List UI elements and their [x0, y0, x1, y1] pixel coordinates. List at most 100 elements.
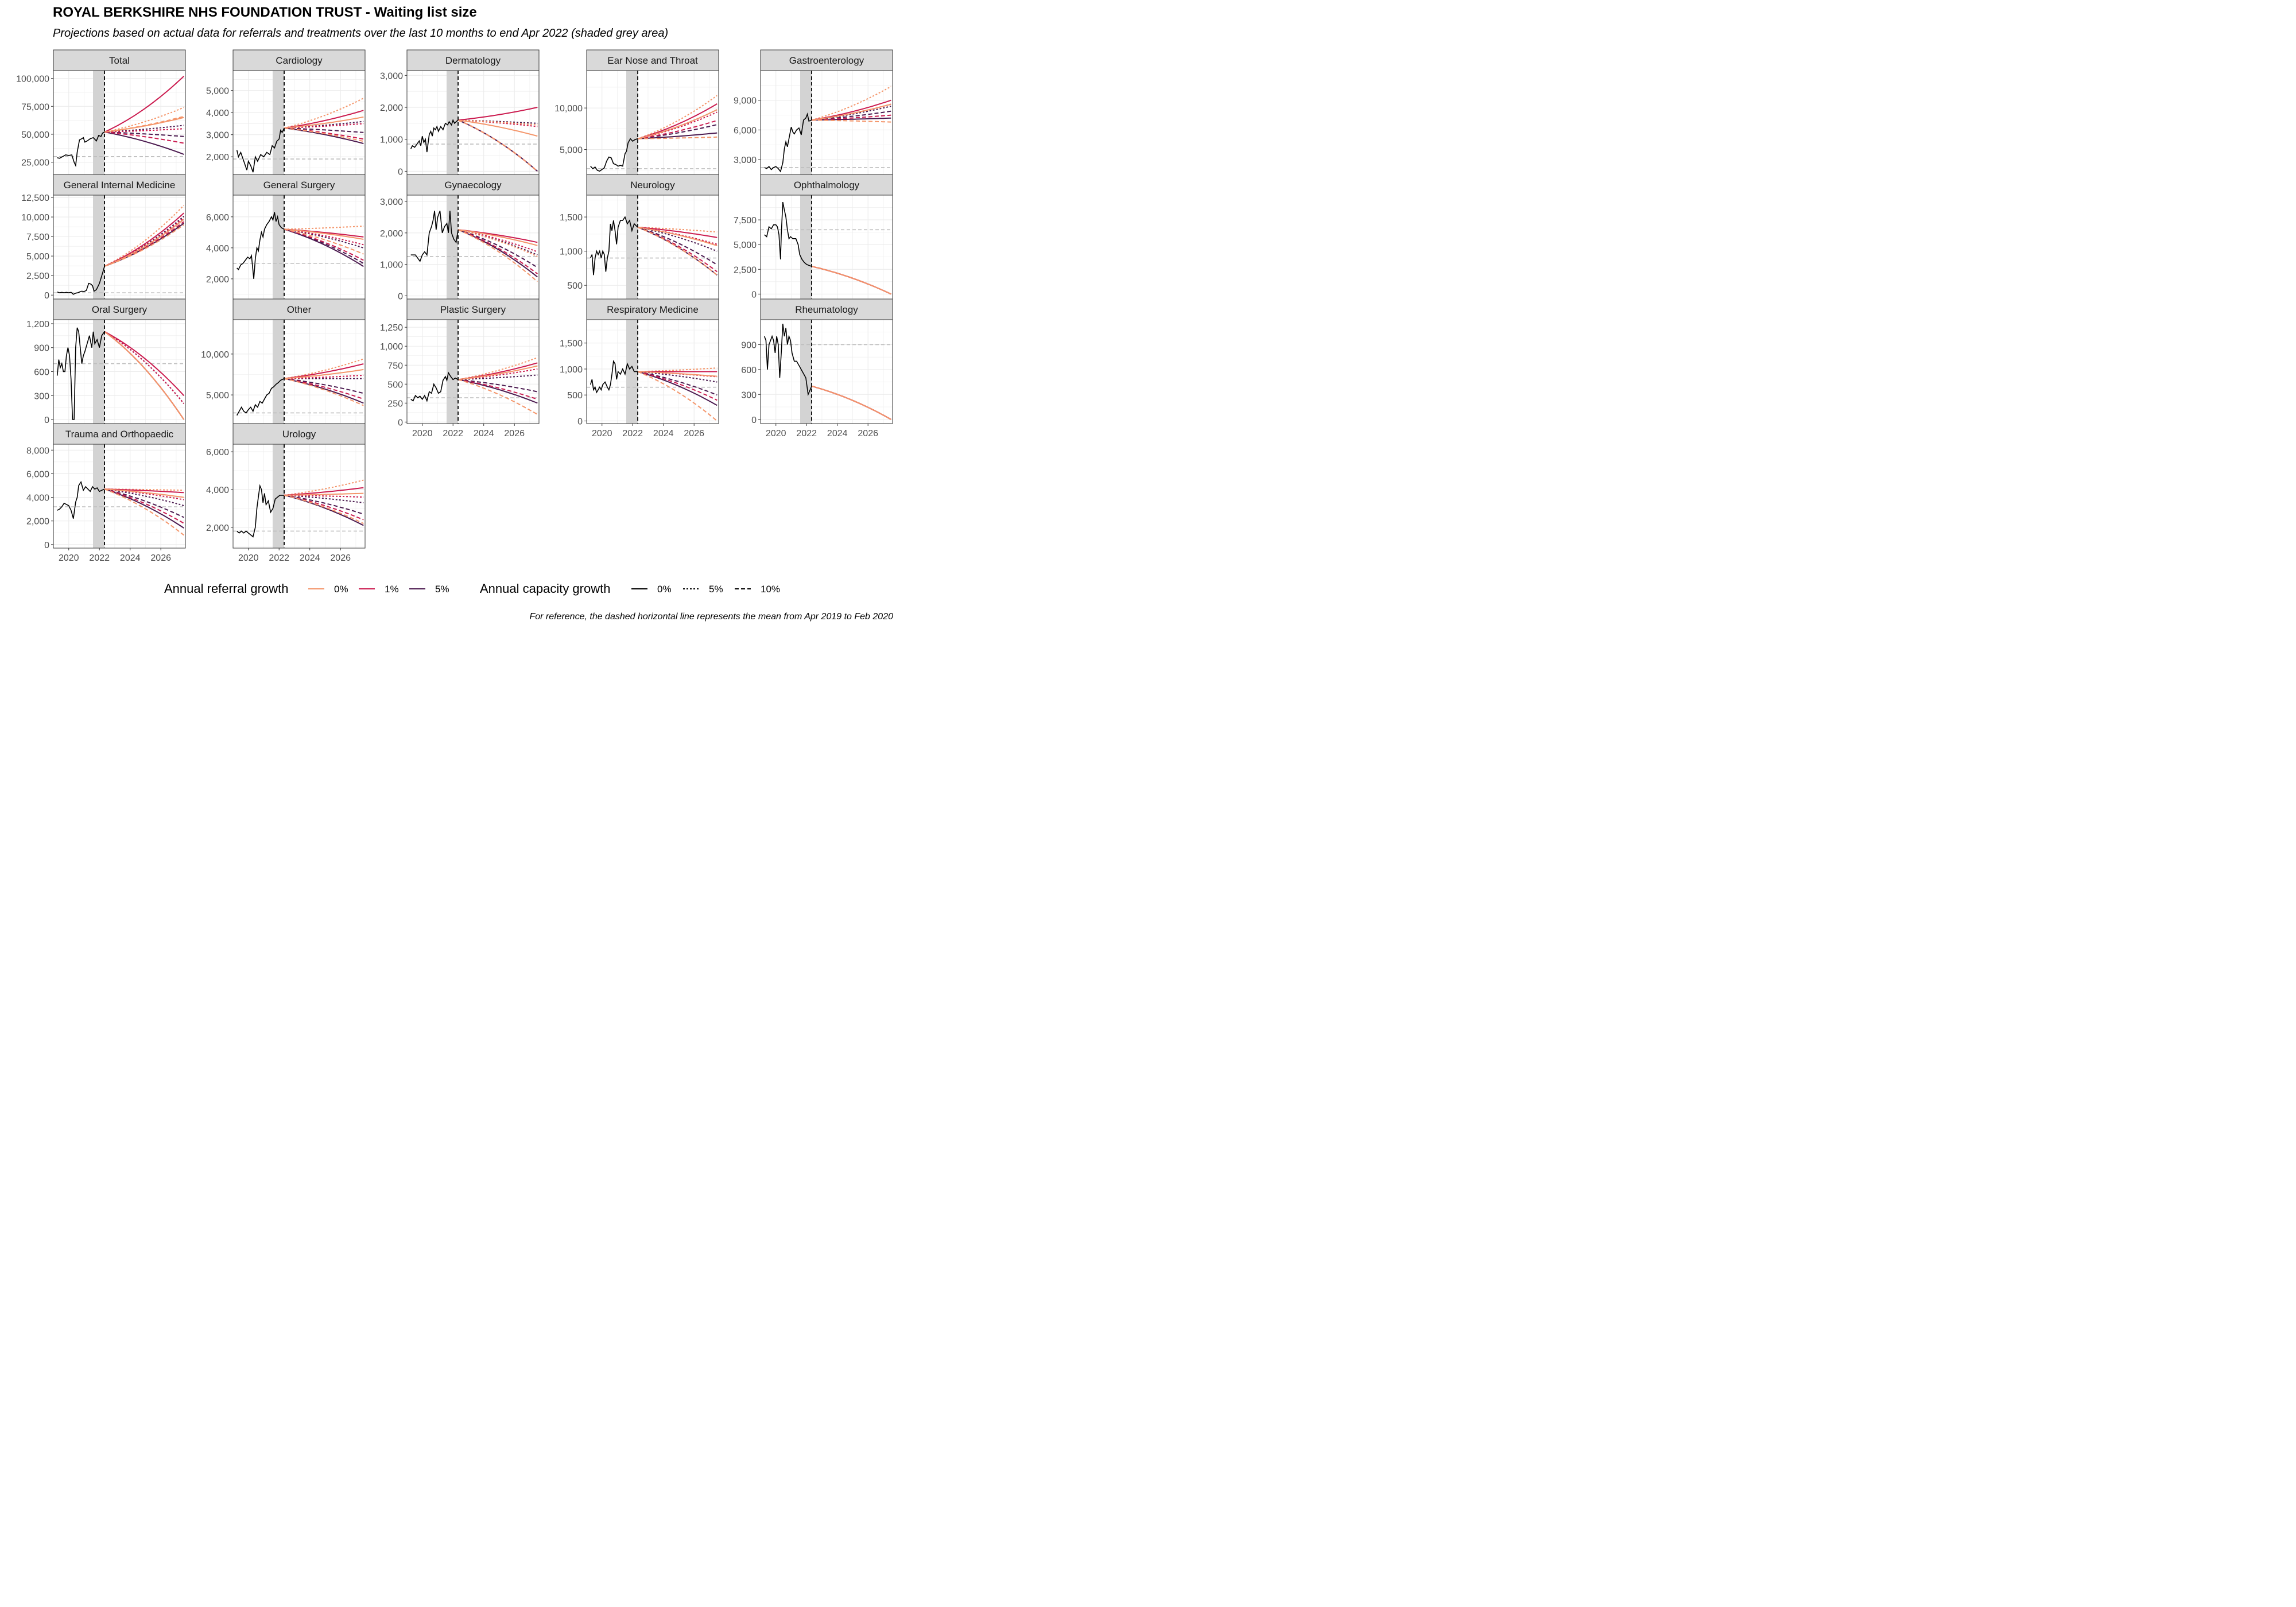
- facet-strip: [53, 174, 186, 196]
- facet-strip-label: Respiratory Medicine: [607, 304, 699, 315]
- shaded-window: [273, 320, 285, 424]
- x-tick-label: 2022: [89, 553, 110, 563]
- facet-strip: [586, 49, 719, 71]
- projection-line: [284, 374, 364, 379]
- projection-line: [637, 119, 718, 139]
- projection-line: [104, 75, 184, 133]
- y-tick-label: 10,000: [21, 213, 49, 223]
- projection-line: [284, 378, 364, 400]
- projection-line: [638, 227, 718, 233]
- facet-strip-label: Oral Surgery: [92, 304, 148, 315]
- projection-line: [638, 371, 718, 383]
- projection-line: [284, 487, 364, 496]
- chart-title: ROYAL BERKSHIRE NHS FOUNDATION TRUST - W…: [53, 5, 477, 20]
- facet-strip: [760, 49, 893, 71]
- y-tick-label: 2,000: [380, 103, 403, 113]
- facet-strip: [760, 174, 893, 196]
- facet-strip-label: Ear Nose and Throat: [607, 55, 698, 66]
- facet-panel-gynaecology: Gynaecology 0 1,000 2,000 3,000: [380, 174, 540, 302]
- projection-line: [104, 131, 184, 144]
- y-tick-label: 3,000: [734, 156, 757, 165]
- history-line: [56, 327, 105, 420]
- shaded-window: [800, 195, 812, 299]
- facet-strip-label: Rheumatology: [795, 304, 858, 315]
- y-tick-label: 0: [751, 290, 757, 300]
- y-tick-label: 5,000: [734, 240, 757, 250]
- projection-line: [637, 227, 718, 266]
- x-tick-label: 2024: [474, 429, 494, 438]
- x-tick-label: 2022: [269, 553, 289, 563]
- y-tick-label: 6,000: [734, 126, 757, 135]
- projection-line: [104, 488, 184, 536]
- facet-strip: [406, 174, 540, 196]
- projection-line: [637, 371, 718, 401]
- projection-line: [638, 367, 718, 372]
- y-tick-label: 900: [34, 344, 49, 354]
- chart-caption: For reference, the dashed horizontal lin…: [529, 612, 893, 622]
- projection-line: [457, 229, 538, 256]
- y-tick-label: 10,000: [201, 350, 229, 360]
- projection-line: [457, 229, 538, 282]
- history-line: [410, 371, 459, 402]
- projection-line: [637, 371, 718, 422]
- legend-referral-label: 1%: [385, 584, 399, 595]
- facet-strip-label: Other: [287, 304, 312, 315]
- y-tick-label: 500: [387, 380, 403, 390]
- projection-line: [637, 227, 718, 276]
- y-tick-label: 600: [741, 366, 757, 375]
- projection-line: [104, 117, 184, 133]
- facet-strip-label: Ophthalmology: [794, 180, 860, 191]
- facet-strip-label: General Internal Medicine: [64, 180, 176, 191]
- shaded-window: [273, 195, 285, 299]
- plot-background: [761, 195, 893, 299]
- projection-line: [284, 127, 364, 133]
- x-tick-label: 2020: [766, 429, 786, 438]
- history-line: [589, 216, 638, 275]
- shaded-window: [626, 320, 638, 424]
- facet-strip: [232, 423, 366, 445]
- projection-line: [104, 331, 185, 396]
- y-tick-label: 750: [387, 361, 403, 371]
- shaded-window: [93, 71, 105, 174]
- y-tick-label: 2,500: [734, 265, 757, 275]
- y-tick-label: 5,000: [206, 391, 229, 401]
- projection-lines: [637, 227, 718, 276]
- projection-line: [637, 111, 718, 139]
- projection-line: [457, 365, 538, 381]
- projection-line: [104, 125, 184, 133]
- y-tick-label: 600: [34, 368, 49, 378]
- y-tick-label: 1,500: [560, 213, 583, 223]
- projection-line: [458, 368, 538, 381]
- projection-line: [104, 128, 184, 133]
- projection-line: [637, 227, 718, 247]
- projection-lines: [104, 488, 184, 536]
- projection-line: [284, 492, 364, 496]
- y-tick-label: 1,000: [560, 365, 583, 375]
- facet-strip: [406, 49, 540, 71]
- projection-line: [104, 488, 184, 518]
- projection-lines: [284, 358, 364, 406]
- y-tick-label: 2,000: [206, 523, 229, 533]
- y-tick-label: 1,000: [380, 135, 403, 145]
- y-tick-label: 9,000: [734, 96, 757, 106]
- legend-capacity-label: 10%: [761, 584, 780, 595]
- projection-line: [811, 86, 891, 121]
- legend-capacity-label: 0%: [657, 584, 672, 595]
- projection-line: [104, 205, 185, 267]
- projection-line: [638, 371, 718, 377]
- facet-strip: [760, 298, 893, 320]
- shaded-window: [93, 320, 105, 424]
- y-tick-label: 1,000: [380, 342, 403, 352]
- y-tick-label: 5,000: [26, 252, 49, 262]
- facet-strip: [53, 49, 186, 71]
- projection-lines: [457, 357, 538, 415]
- projection-lines: [637, 95, 718, 139]
- history-line: [764, 112, 812, 173]
- y-tick-label: 2,000: [206, 153, 229, 162]
- facet-panel-urology: Urology 2,000 4,000 6,000 2020 2022 2024 2026: [206, 423, 366, 563]
- shaded-window: [93, 444, 105, 548]
- x-tick-label: 2020: [412, 429, 433, 438]
- projection-line: [457, 229, 538, 274]
- projection-lines: [637, 367, 718, 422]
- plot-background: [587, 71, 719, 174]
